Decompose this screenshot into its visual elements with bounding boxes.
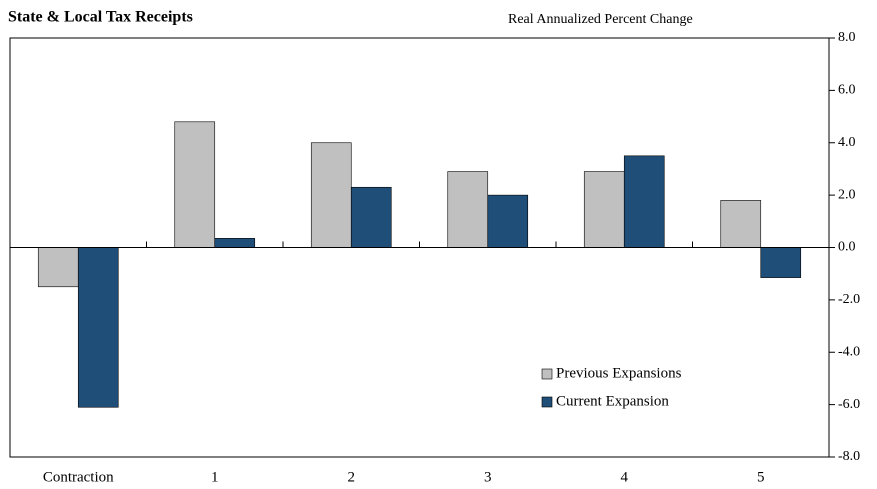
- bar: [174, 121, 216, 248]
- x-tick-label: Contraction: [43, 469, 114, 485]
- x-tick-label: 2: [348, 469, 356, 485]
- y-tick-label: -2.0: [838, 292, 860, 307]
- bar: [583, 171, 625, 248]
- legend-label: Previous Expansions: [556, 365, 682, 381]
- bar: [350, 186, 392, 248]
- legend-swatch: [541, 368, 553, 380]
- bar: [720, 200, 762, 248]
- bar: [487, 194, 529, 248]
- bar: [760, 247, 802, 278]
- bar: [447, 171, 489, 248]
- x-tick-label: 4: [621, 469, 629, 485]
- y-tick-label: -8.0: [838, 449, 860, 464]
- x-tick-label: 1: [211, 469, 219, 485]
- legend-swatch: [541, 396, 553, 408]
- y-tick-label: -6.0: [838, 397, 860, 412]
- y-tick-label: 0.0: [838, 240, 856, 255]
- bar: [77, 247, 119, 408]
- chart-title: State & Local Tax Receipts: [8, 9, 193, 26]
- bar: [214, 238, 256, 248]
- y-tick-label: 6.0: [838, 83, 856, 98]
- bar: [310, 142, 352, 248]
- y-tick-label: 2.0: [838, 187, 856, 202]
- chart-subtitle: Real Annualized Percent Change: [508, 12, 693, 27]
- bar: [37, 247, 79, 288]
- y-tick-label: -4.0: [838, 344, 860, 359]
- y-tick-label: 8.0: [838, 30, 856, 45]
- legend-label: Current Expansion: [556, 393, 669, 409]
- y-tick-label: 4.0: [838, 135, 856, 150]
- bar: [623, 155, 665, 248]
- x-tick-label: 5: [757, 469, 765, 485]
- x-tick-label: 3: [484, 469, 492, 485]
